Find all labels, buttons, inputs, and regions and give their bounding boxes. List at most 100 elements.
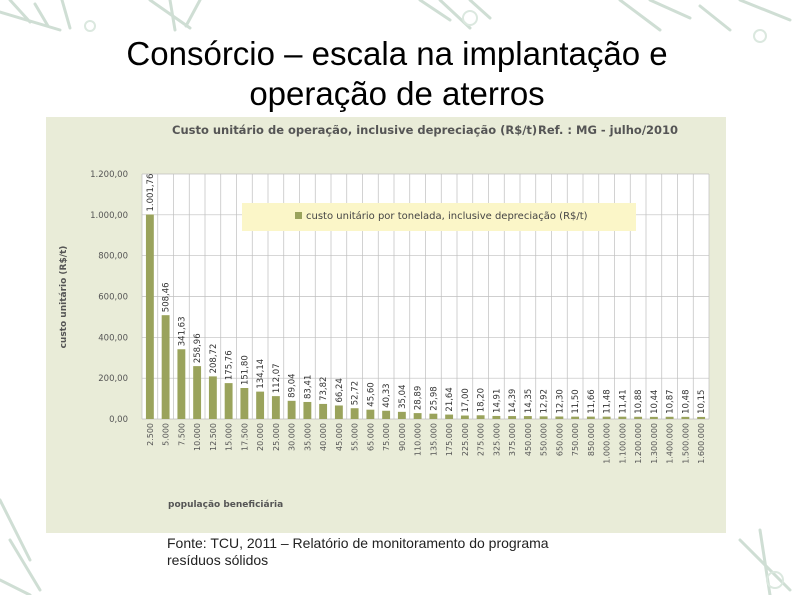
x-tick-label: 225.000 xyxy=(461,423,470,456)
bar-value-label: 341,63 xyxy=(177,317,187,347)
y-tick-label: 0,00 xyxy=(109,415,128,425)
legend-box xyxy=(242,203,636,231)
x-axis-title: população beneficiária xyxy=(168,500,283,510)
x-tick-label: 375.000 xyxy=(508,423,517,456)
x-tick-label: 90.000 xyxy=(398,423,407,451)
bar-value-label: 89,04 xyxy=(288,373,298,397)
bar-value-label: 11,66 xyxy=(587,389,597,413)
bar-value-label: 17,00 xyxy=(461,388,471,412)
bar-value-label: 14,91 xyxy=(492,389,502,413)
x-tick-label: 1.100.000 xyxy=(618,423,627,464)
x-tick-label: 1.300.000 xyxy=(650,423,659,464)
legend-label: custo unitário por tonelada, inclusive d… xyxy=(306,210,588,222)
source-line-2: resíduos sólidos xyxy=(167,552,269,568)
x-tick-label: 65.000 xyxy=(366,423,375,451)
bar xyxy=(602,416,611,419)
bar-value-label: 10,87 xyxy=(666,389,676,413)
bar xyxy=(429,413,438,419)
bar xyxy=(287,400,296,419)
bar xyxy=(334,405,343,419)
x-tick-label: 450.000 xyxy=(524,423,533,456)
bar xyxy=(586,416,595,419)
bar xyxy=(271,396,280,419)
bar xyxy=(555,416,564,419)
bar-value-label: 45,60 xyxy=(366,382,376,406)
x-tick-label: 12.500 xyxy=(209,423,218,451)
x-tick-label: 1.600.000 xyxy=(697,423,706,464)
bar-value-label: 208,72 xyxy=(209,344,219,374)
bar xyxy=(177,349,186,419)
bar xyxy=(161,315,170,419)
bar-value-label: 21,64 xyxy=(445,387,455,411)
x-tick-label: 25.000 xyxy=(272,423,281,451)
bar xyxy=(618,416,627,419)
bar-value-label: 12,92 xyxy=(540,389,550,413)
y-axis-title: custo unitário (R$/t) xyxy=(59,246,69,349)
bar-value-label: 151,80 xyxy=(240,355,250,385)
slide-title-line-2: operação de aterros xyxy=(249,75,545,112)
bar xyxy=(208,376,217,419)
bar xyxy=(634,416,643,419)
y-tick-label: 200,00 xyxy=(98,374,128,384)
bar-value-label: 35,04 xyxy=(398,385,408,409)
y-tick-label: 600,00 xyxy=(98,293,128,303)
x-tick-label: 75.000 xyxy=(382,423,391,451)
x-tick-label: 45.000 xyxy=(335,423,344,451)
bar-value-label: 10,88 xyxy=(634,389,644,413)
x-tick-label: 325.000 xyxy=(492,423,501,456)
bar xyxy=(508,416,517,419)
bar xyxy=(350,408,359,419)
x-tick-label: 35.000 xyxy=(303,423,312,451)
x-tick-label: 550.000 xyxy=(540,423,549,456)
bar xyxy=(697,416,706,419)
bar-value-label: 11,50 xyxy=(571,389,581,413)
bar-value-label: 11,41 xyxy=(618,389,628,413)
x-tick-label: 7.500 xyxy=(177,423,186,446)
x-tick-label: 1.000.000 xyxy=(603,423,612,464)
x-tick-label: 275.000 xyxy=(477,423,486,456)
bar-value-label: 73,82 xyxy=(319,377,329,401)
x-tick-label: 175.000 xyxy=(445,423,454,456)
bar xyxy=(665,416,674,419)
bar xyxy=(460,415,469,419)
bar-value-label: 83,41 xyxy=(303,375,313,399)
bar-chart: Custo unitário de operação, inclusive de… xyxy=(59,123,710,510)
bar-value-label: 1.001,76 xyxy=(146,174,156,212)
bar-value-label: 66,24 xyxy=(335,378,345,402)
x-tick-label: 30.000 xyxy=(288,423,297,451)
chart-title: Custo unitário de operação, inclusive de… xyxy=(172,123,537,137)
x-tick-label: 40.000 xyxy=(319,423,328,451)
bar-value-label: 14,39 xyxy=(508,389,518,413)
bar xyxy=(366,409,375,419)
bar-value-label: 14,35 xyxy=(524,389,534,413)
bar xyxy=(193,366,202,419)
x-tick-label: 2.500 xyxy=(146,423,155,446)
bar xyxy=(145,214,154,419)
slide-title: Consórcio – escala na implantação e oper… xyxy=(20,34,774,114)
bar-value-label: 10,44 xyxy=(650,390,660,414)
bar xyxy=(523,416,532,419)
bar-value-label: 12,30 xyxy=(555,389,565,413)
bar-value-label: 18,20 xyxy=(477,388,487,412)
source-line-1: Fonte: TCU, 2011 – Relatório de monitora… xyxy=(167,535,549,551)
bar xyxy=(382,410,391,419)
bar-value-label: 508,46 xyxy=(162,282,172,312)
bar xyxy=(240,388,249,419)
x-tick-label: 850.000 xyxy=(587,423,596,456)
x-tick-label: 1.400.000 xyxy=(666,423,675,464)
bar-value-label: 10,48 xyxy=(681,390,691,414)
bar xyxy=(224,383,233,419)
legend-swatch xyxy=(295,212,302,219)
bar-value-label: 112,07 xyxy=(272,363,282,393)
x-tick-label: 1.500.000 xyxy=(681,423,690,464)
y-tick-label: 1.200,00 xyxy=(90,170,128,180)
bar xyxy=(492,415,501,419)
bar xyxy=(539,416,548,419)
x-tick-label: 55.000 xyxy=(351,423,360,451)
slide-title-line-1: Consórcio – escala na implantação e xyxy=(126,35,668,72)
source-note: Fonte: TCU, 2011 – Relatório de monitora… xyxy=(167,535,727,569)
x-tick-label: 17.500 xyxy=(240,423,249,451)
y-tick-label: 1.000,00 xyxy=(90,211,128,221)
x-tick-label: 10.000 xyxy=(193,423,202,451)
